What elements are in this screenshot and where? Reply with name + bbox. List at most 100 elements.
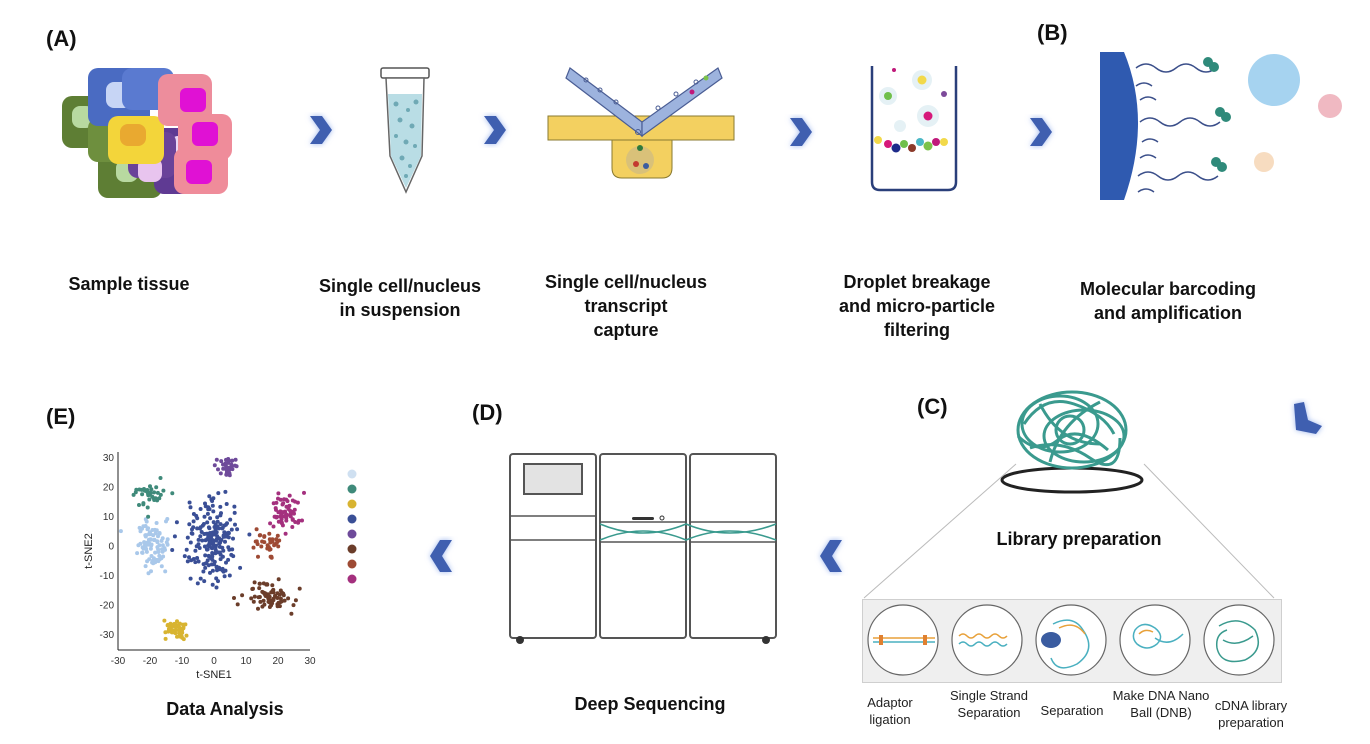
scatter-point xyxy=(233,457,238,462)
scatter-point xyxy=(214,457,219,462)
scatter-point xyxy=(143,564,148,569)
scatter-point xyxy=(257,581,262,586)
scatter-point xyxy=(164,519,168,524)
microfluidic-chip-illustration xyxy=(547,67,735,179)
scatter-point xyxy=(165,542,170,547)
scatter-point xyxy=(211,509,216,514)
scatter-point xyxy=(224,502,229,506)
scatter-point xyxy=(153,496,158,501)
scatter-point xyxy=(137,503,141,507)
scatter-point xyxy=(157,496,162,501)
scatter-point xyxy=(205,511,210,516)
scatter-point xyxy=(276,577,281,582)
scatter-point xyxy=(202,579,207,584)
scatter-point xyxy=(263,592,267,597)
scatter-point xyxy=(163,630,168,635)
scatter-point xyxy=(207,543,212,548)
scatter-point xyxy=(296,520,301,525)
scatter-point xyxy=(210,552,215,556)
scatter-point xyxy=(145,505,150,510)
scatter-point xyxy=(196,537,201,542)
scatter-point xyxy=(232,596,236,600)
scatter-point xyxy=(220,525,225,530)
scatter-point xyxy=(210,568,215,573)
arrow-right-icon xyxy=(790,118,812,146)
scatter-point xyxy=(276,600,281,605)
library-step-label: Make DNA Nano Ball (DNB) xyxy=(1112,688,1210,720)
scatter-point xyxy=(231,554,236,559)
scatter-point xyxy=(251,599,256,604)
legend-marker xyxy=(347,559,357,569)
scatter-point xyxy=(203,501,207,506)
scatter-point xyxy=(141,502,146,507)
library-steps-circles xyxy=(867,604,1275,676)
scatter-point xyxy=(140,526,144,531)
scatter-point xyxy=(185,559,190,564)
scatter-point xyxy=(289,611,294,616)
scatter-point xyxy=(228,517,233,522)
scatter-point xyxy=(280,502,285,507)
x-tick-label: 20 xyxy=(272,656,284,667)
scatter-point xyxy=(265,546,270,551)
scatter-point xyxy=(223,489,228,494)
scatter-point xyxy=(171,630,176,635)
scatter-point xyxy=(146,514,151,519)
scatter-point xyxy=(278,497,283,502)
scatter-point xyxy=(276,510,281,515)
scatter-point xyxy=(195,581,200,586)
scatter-point xyxy=(154,521,159,525)
scatter-point xyxy=(262,534,267,539)
scatter-point xyxy=(289,510,294,515)
scatter-point xyxy=(195,556,200,560)
scatter-point xyxy=(267,594,272,599)
scatter-point xyxy=(197,546,202,550)
scatter-point xyxy=(278,596,283,601)
x-axis-label: t-SNE1 xyxy=(196,669,231,681)
scatter-point xyxy=(216,579,220,584)
y-tick-label: 20 xyxy=(103,482,115,493)
scatter-point xyxy=(218,522,223,527)
scatter-point xyxy=(202,532,207,536)
scatter-point xyxy=(275,591,280,596)
scatter-point xyxy=(213,545,218,550)
scatter-point xyxy=(161,554,166,559)
scatter-point xyxy=(212,463,217,468)
scatter-point xyxy=(210,546,215,551)
scatter-point xyxy=(194,544,199,549)
scatter-point xyxy=(267,605,272,609)
scatter-point xyxy=(146,542,151,547)
scatter-point xyxy=(205,520,210,525)
scatter-point xyxy=(134,487,139,492)
scatter-point xyxy=(232,510,237,515)
arrow-down-left-icon xyxy=(1294,402,1322,434)
scatter-point xyxy=(268,554,273,559)
scatter-point xyxy=(190,527,194,532)
scatter-point xyxy=(191,519,196,524)
scatter-point xyxy=(179,634,184,639)
scatter-point xyxy=(187,500,192,505)
scatter-point xyxy=(205,558,210,563)
scatter-point xyxy=(180,630,185,635)
scatter-point xyxy=(146,526,151,531)
scatter-point xyxy=(221,462,225,467)
scatter-point xyxy=(168,625,173,630)
scatter-point xyxy=(270,601,275,606)
scatter-point xyxy=(233,463,237,468)
scatter-point xyxy=(207,507,212,512)
scatter-point xyxy=(293,499,297,504)
scatter-point xyxy=(273,593,278,598)
scatter-point xyxy=(262,540,267,545)
scatter-point xyxy=(118,529,123,534)
scatter-point xyxy=(270,583,275,588)
scatter-point xyxy=(258,599,263,604)
scatter-point xyxy=(210,503,215,508)
scatter-point xyxy=(208,570,212,575)
library-step-label: Adaptor ligation xyxy=(867,695,913,727)
scatter-point xyxy=(256,595,261,600)
scatter-point xyxy=(226,531,231,536)
scatter-point xyxy=(262,602,267,607)
scatter-point xyxy=(211,540,216,545)
scatter-point xyxy=(284,504,289,509)
scatter-point xyxy=(149,487,154,492)
scatter-point xyxy=(152,490,157,495)
